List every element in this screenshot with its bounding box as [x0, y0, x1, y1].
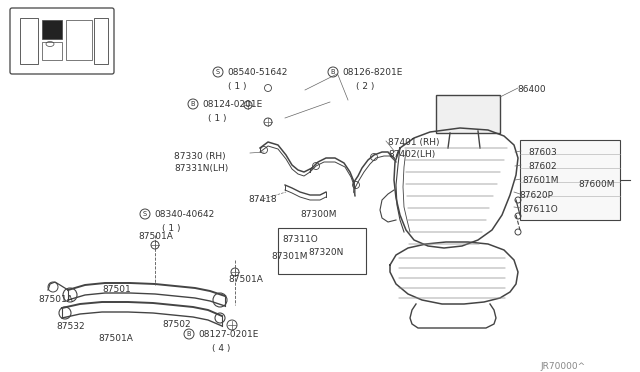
Text: 87330 (RH): 87330 (RH) — [174, 152, 226, 161]
Text: 08340-40642: 08340-40642 — [154, 210, 214, 219]
Text: 08540-51642: 08540-51642 — [227, 68, 287, 77]
Text: 87600M: 87600M — [578, 180, 614, 189]
Text: 87501: 87501 — [102, 285, 131, 294]
Text: 87401 (RH): 87401 (RH) — [388, 138, 440, 147]
Text: 87501A: 87501A — [138, 232, 173, 241]
Bar — [278, 228, 366, 274]
Text: 08127-0201E: 08127-0201E — [198, 330, 259, 339]
Text: 87620P: 87620P — [519, 191, 553, 200]
Text: 87320N: 87320N — [308, 248, 344, 257]
Text: 08124-0201E: 08124-0201E — [202, 100, 262, 109]
Text: B: B — [191, 101, 195, 107]
Text: ( 2 ): ( 2 ) — [356, 82, 374, 91]
Text: B: B — [331, 69, 335, 75]
Text: JR70000^: JR70000^ — [540, 362, 585, 371]
Text: 86400: 86400 — [517, 85, 546, 94]
Text: ( 1 ): ( 1 ) — [162, 224, 180, 233]
Text: 87301M: 87301M — [271, 252, 307, 261]
Text: S: S — [143, 211, 147, 217]
Text: 87601M: 87601M — [522, 176, 559, 185]
Text: B: B — [187, 331, 191, 337]
Text: 87502: 87502 — [162, 320, 191, 329]
Bar — [94, 18, 108, 64]
Text: 87603: 87603 — [528, 148, 557, 157]
Text: 87501A: 87501A — [228, 275, 263, 284]
Text: 87402(LH): 87402(LH) — [388, 150, 435, 159]
Text: 87501A: 87501A — [38, 295, 73, 304]
Text: 87418: 87418 — [248, 195, 276, 204]
Bar — [436, 95, 500, 133]
Text: 87331N(LH): 87331N(LH) — [174, 164, 228, 173]
Bar — [20, 18, 38, 64]
Text: 87300M: 87300M — [300, 210, 337, 219]
Text: ( 4 ): ( 4 ) — [212, 344, 230, 353]
Text: ( 1 ): ( 1 ) — [228, 82, 246, 91]
Text: 87611O: 87611O — [522, 205, 557, 214]
Text: 87311O: 87311O — [282, 235, 317, 244]
Text: 87501A: 87501A — [98, 334, 133, 343]
Text: S: S — [216, 69, 220, 75]
Text: 87602: 87602 — [528, 162, 557, 171]
Bar — [42, 20, 62, 39]
Bar — [66, 20, 92, 60]
Text: 87532: 87532 — [56, 322, 84, 331]
Text: ( 1 ): ( 1 ) — [208, 114, 227, 123]
Bar — [42, 42, 62, 60]
Bar — [520, 140, 620, 220]
Text: 08126-8201E: 08126-8201E — [342, 68, 403, 77]
